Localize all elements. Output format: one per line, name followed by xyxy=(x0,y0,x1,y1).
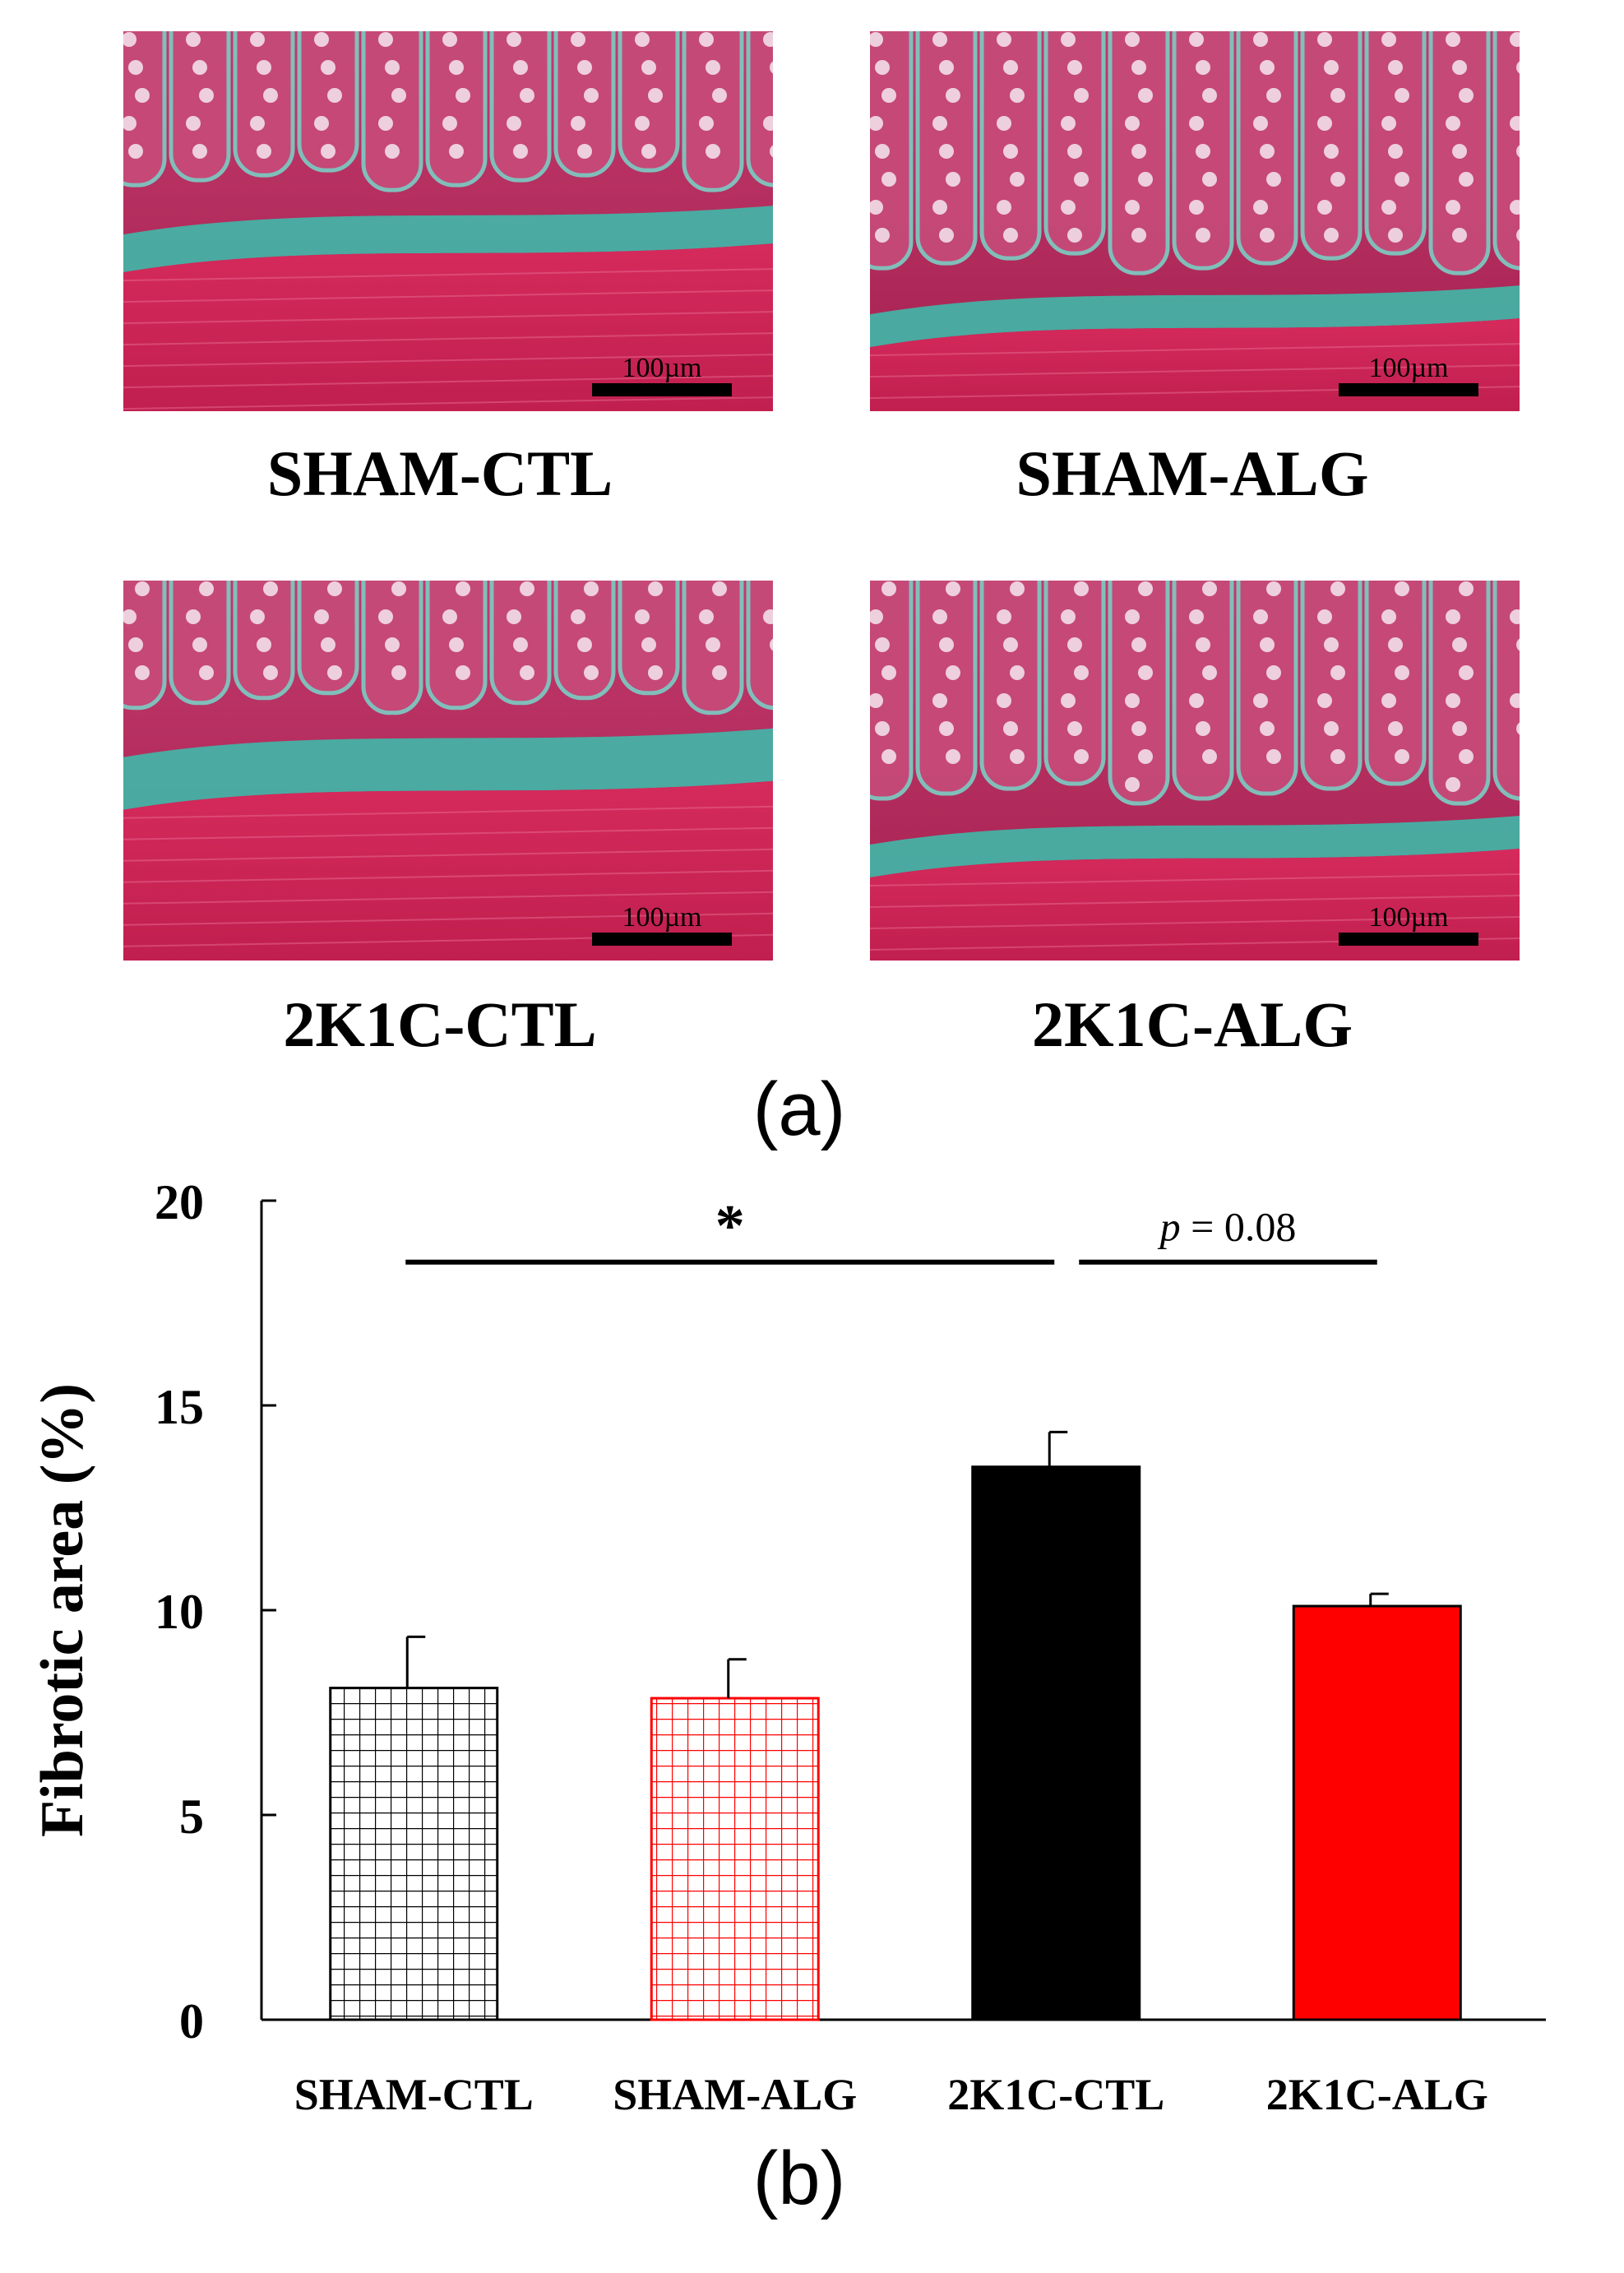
p-value-label: p = 0.08 xyxy=(1158,1204,1297,1250)
micrograph-sham-ctl: 100µm xyxy=(123,31,773,411)
panel-a-label: (a) xyxy=(753,1067,845,1151)
x-tick-label: SHAM-ALG xyxy=(613,2070,857,2119)
bar-2k1c-alg xyxy=(1292,1604,1462,2021)
y-ticks: 0 5 10 15 20 xyxy=(155,1175,276,2048)
scale-bar-label: 100µm xyxy=(622,902,701,933)
bars xyxy=(329,1465,1462,2021)
bar-chart: 0 5 10 15 20 SHAM-CTL SHAM-ALG 2K1C-CTL 2K1C-AL… xyxy=(29,1175,1546,2119)
y-tick-label: 10 xyxy=(155,1585,204,1639)
scale-bar-label: 100µm xyxy=(622,353,701,383)
x-tick-labels: SHAM-CTL SHAM-ALG 2K1C-CTL 2K1C-ALG xyxy=(294,2070,1488,2119)
x-tick-label: 2K1C-ALG xyxy=(1266,2070,1488,2119)
bar-sham-ctl xyxy=(329,1687,499,2021)
y-tick-label: 15 xyxy=(155,1380,204,1434)
scale-bar-label: 100µm xyxy=(1368,353,1448,383)
micrograph-label-sham-ctl: SHAM-CTL xyxy=(267,437,613,509)
y-tick-label: 20 xyxy=(155,1175,204,1229)
significance-star: * xyxy=(715,1193,745,1259)
scale-bar xyxy=(592,383,732,396)
bar-2k1c-ctl xyxy=(971,1465,1141,2021)
y-axis-label: Fibrotic area (%) xyxy=(29,1383,96,1837)
micrograph-2k1c-alg: 100µm xyxy=(870,581,1520,961)
y-tick-label: 0 xyxy=(179,1994,204,2048)
panel-b-label: (b) xyxy=(753,2136,845,2220)
scale-bar-label: 100µm xyxy=(1368,902,1448,933)
scale-bar xyxy=(1339,383,1478,396)
bar-sham-alg xyxy=(650,1697,820,2021)
micrograph-label-sham-alg: SHAM-ALG xyxy=(1016,437,1369,509)
micrograph-2k1c-ctl: 100µm xyxy=(123,581,773,961)
x-tick-label: SHAM-CTL xyxy=(294,2070,534,2119)
micrograph-label-2k1c-ctl: 2K1C-CTL xyxy=(283,988,596,1060)
micrograph-label-2k1c-alg: 2K1C-ALG xyxy=(1032,988,1353,1060)
y-tick-label: 5 xyxy=(179,1789,204,1844)
significance-brackets: * p = 0.08 xyxy=(405,1193,1377,1265)
error-bars xyxy=(405,1430,1389,1699)
micrograph-sham-alg: 100µm xyxy=(870,31,1520,411)
scale-bar xyxy=(592,933,732,946)
scale-bar xyxy=(1339,933,1478,946)
x-tick-label: 2K1C-CTL xyxy=(947,2070,1164,2119)
